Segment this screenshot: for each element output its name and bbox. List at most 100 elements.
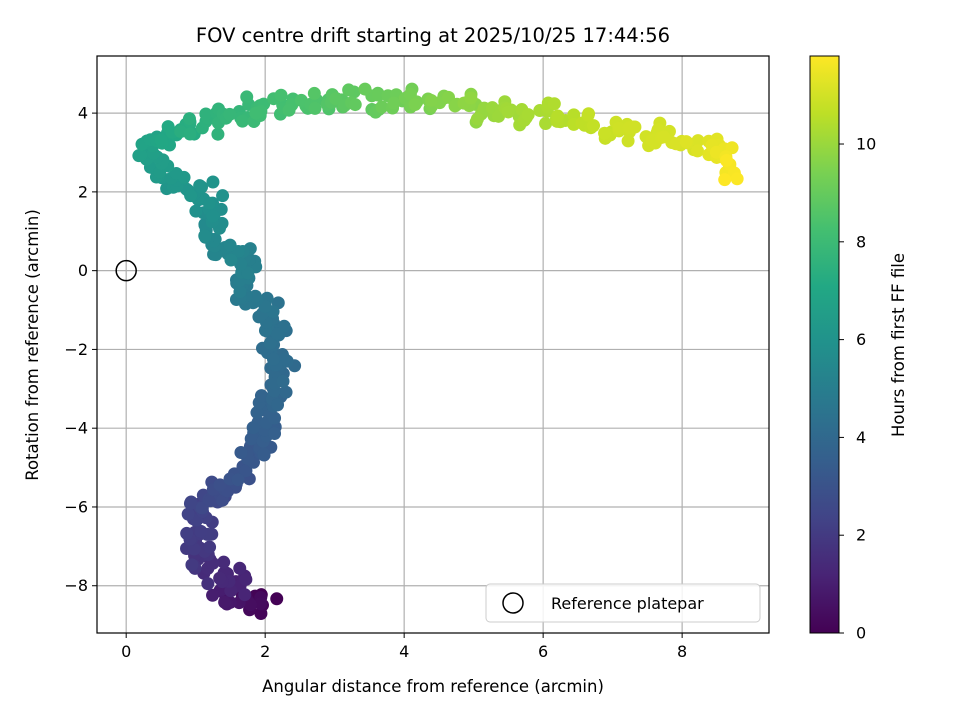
scatter-point [657, 130, 671, 144]
scatter-point [224, 253, 238, 267]
scatter-point [282, 103, 296, 117]
scatter-point [189, 204, 203, 218]
colorbar-tick-label: 0 [856, 624, 866, 643]
scatter-point [598, 126, 612, 140]
chart-title: FOV centre drift starting at 2025/10/25 … [196, 24, 670, 47]
legend: Reference platepar [485, 583, 761, 623]
scatter-point [501, 105, 515, 119]
scatter-point [216, 189, 230, 203]
y-tick-label: 2 [78, 182, 88, 201]
scatter-point [241, 266, 255, 280]
scatter-point [238, 588, 252, 602]
scatter-point [270, 592, 284, 606]
scatter-point [243, 598, 257, 612]
scatter-point [211, 127, 225, 141]
y-tick-label: −8 [64, 576, 88, 595]
colorbar [809, 55, 840, 634]
reference-platepar-marker [115, 259, 137, 282]
scatter-point [246, 421, 260, 435]
y-axis-label: Rotation from reference (arcmin) [23, 209, 42, 481]
scatter-point [342, 83, 356, 97]
legend-marker-icon [502, 592, 524, 614]
scatter-point [201, 577, 215, 591]
scatter-point [669, 137, 683, 151]
legend-label: Reference platepar [551, 594, 704, 613]
scatter-point [582, 107, 596, 121]
axis-ticks: 0 2 4 6 8 −8 −6 −4 −2 0 2 4 [64, 104, 687, 661]
colorbar-ticks: 0 2 4 6 8 10 [839, 135, 876, 643]
scatter-point [720, 154, 734, 168]
scatter-point [231, 473, 245, 487]
scatter-point [263, 336, 277, 350]
scatter-point [195, 180, 209, 194]
colorbar-tick-label: 6 [856, 330, 866, 349]
colorbar-tick-label: 2 [856, 526, 866, 545]
scatter-point [185, 558, 199, 572]
scatter-point [348, 98, 362, 112]
scatter-point [203, 494, 217, 508]
scatter-point [169, 167, 183, 181]
scatter-point [612, 121, 626, 135]
scatter-point [253, 597, 267, 611]
scatter-point [239, 464, 253, 478]
scatter-point [218, 595, 232, 609]
scatter-point [154, 133, 168, 147]
scatter-point [198, 229, 212, 243]
x-axis-label: Angular distance from reference (arcmin) [262, 677, 604, 696]
scatter-point [183, 496, 197, 510]
scatter-point [271, 398, 285, 412]
y-tick-label: 0 [78, 261, 88, 280]
scatter-points [132, 82, 744, 621]
scatter-point [240, 90, 254, 104]
scatter-point [213, 478, 227, 492]
x-tick-label: 8 [677, 642, 687, 661]
scatter-point [279, 385, 293, 399]
scatter-point [375, 100, 389, 114]
scatter-point [206, 209, 220, 223]
colorbar-tick-label: 4 [856, 428, 866, 447]
scatter-point [358, 82, 372, 96]
scatter-point [182, 112, 196, 126]
colorbar-tick-label: 8 [856, 232, 866, 251]
scatter-point [194, 524, 208, 538]
x-tick-label: 4 [399, 642, 409, 661]
scatter-point [223, 107, 237, 121]
x-tick-label: 2 [260, 642, 270, 661]
scatter-point [234, 445, 248, 459]
scatter-point [266, 352, 280, 366]
scatter-point [203, 540, 217, 554]
colorbar-label: Hours from first FF file [889, 253, 908, 437]
scatter-point [254, 389, 268, 403]
scatter-point [679, 135, 693, 149]
y-tick-label: −2 [64, 340, 88, 359]
scatter-point [274, 88, 288, 102]
scatter-point [730, 172, 744, 186]
scatter-point [470, 112, 484, 126]
scatter-point [408, 98, 422, 112]
scatter-point [257, 447, 271, 461]
scatter-point [244, 432, 258, 446]
scatter-point [718, 173, 732, 187]
x-tick-label: 6 [538, 642, 548, 661]
scatter-point [223, 238, 237, 252]
scatter-point [691, 134, 705, 148]
scatter-point [268, 426, 282, 440]
scatter-point [276, 374, 290, 388]
scatter-point [215, 216, 229, 230]
scatter-point [270, 327, 284, 341]
scatter-point [217, 555, 231, 569]
scatter-point [424, 93, 438, 107]
scatter-point [202, 196, 216, 210]
scatter-point [547, 97, 561, 111]
scatter-point [464, 91, 478, 105]
scatter-point [307, 86, 321, 100]
scatter-point [132, 149, 146, 163]
scatter-point [587, 119, 601, 133]
scatter-point [691, 144, 705, 158]
legend-box [485, 583, 761, 623]
y-tick-label: 4 [78, 104, 88, 123]
scatter-point [206, 588, 220, 602]
scatter-point [551, 109, 565, 123]
scatter-point [387, 96, 401, 110]
